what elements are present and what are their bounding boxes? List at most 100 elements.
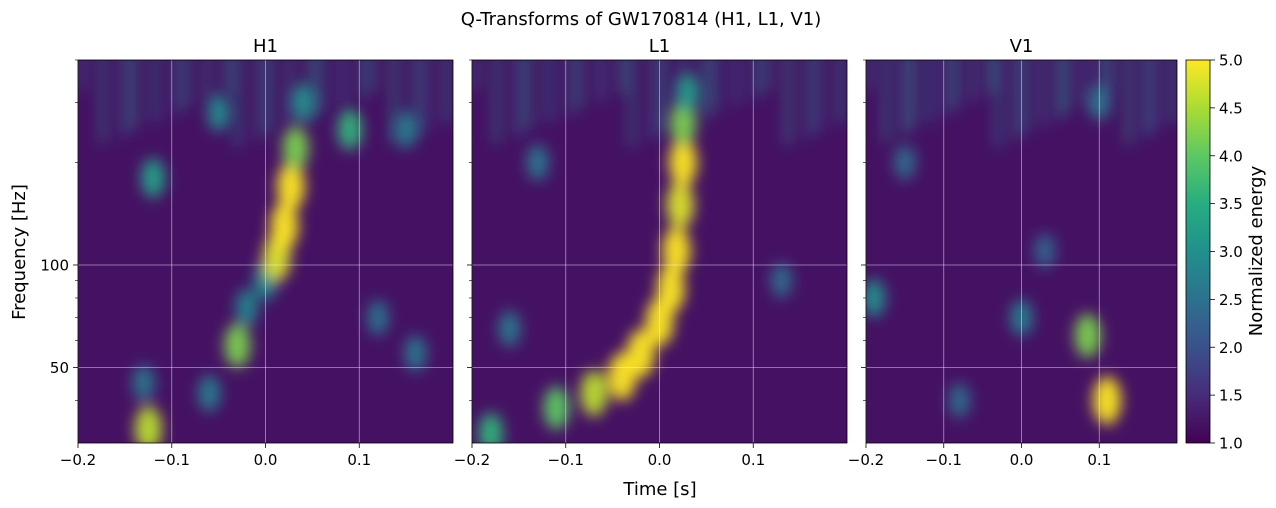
- noise-streak: [1040, 50, 1044, 126]
- noise-streak: [630, 50, 634, 147]
- noise-streak: [184, 50, 188, 108]
- y-tick-label: 100: [40, 256, 69, 274]
- x-tick-label: −0.2: [60, 451, 96, 469]
- energy-spot: [949, 383, 971, 418]
- noise-streak: [80, 50, 84, 90]
- noise-streak: [361, 50, 365, 98]
- noise-streak: [474, 50, 478, 90]
- x-tick-label: 0.0: [648, 451, 672, 469]
- noise-streak: [989, 50, 993, 94]
- noise-streak: [651, 50, 655, 140]
- noise-streak: [1170, 50, 1174, 123]
- x-tick-label: −0.2: [848, 451, 884, 469]
- noise-streak: [838, 50, 842, 123]
- noise-streak: [205, 50, 209, 101]
- noise-streak: [1022, 50, 1026, 133]
- x-tick-label: −0.1: [154, 451, 190, 469]
- panels: H1 −0.2 −0.1 0.0 0.1 50 100 L1 −0.2 −0.1 0.0 0.1 V1 −…: [40, 36, 1177, 469]
- energy-spot: [277, 163, 305, 211]
- x-tick-label: −0.1: [548, 451, 584, 469]
- panel-title: H1: [253, 36, 278, 57]
- x-tick-label: −0.1: [926, 451, 962, 469]
- noise-streak: [909, 50, 913, 129]
- noise-streak: [817, 50, 821, 130]
- noise-streak: [1108, 50, 1112, 91]
- energy-spot: [894, 145, 916, 180]
- energy-spot: [405, 335, 427, 371]
- x-axis-label: Time [s]: [622, 479, 696, 500]
- noise-streak: [444, 50, 448, 123]
- noise-streak: [101, 50, 105, 143]
- energy-spot: [395, 111, 417, 148]
- noise-streak: [226, 50, 230, 94]
- noise-streak: [661, 50, 665, 133]
- noise-streak: [340, 50, 344, 105]
- noise-streak: [516, 50, 520, 136]
- figure-suptitle: Q-Transforms of GW170814 (H1, L1, V1): [461, 9, 822, 30]
- energy-spot: [662, 227, 690, 275]
- colorbar-tick-label: 1.0: [1219, 435, 1243, 453]
- noise-streak: [495, 50, 499, 143]
- noise-streak: [713, 50, 717, 112]
- noise-streak: [755, 50, 759, 98]
- colorbar-label: Normalized energy: [1246, 165, 1267, 336]
- energy-spot: [236, 289, 259, 326]
- energy-spot: [771, 263, 793, 298]
- panel-title: L1: [649, 36, 670, 57]
- x-tick-label: −0.2: [454, 451, 490, 469]
- noise-streak: [257, 50, 261, 140]
- noise-streak: [132, 50, 136, 129]
- energy-spot: [367, 300, 389, 336]
- noise-streak: [786, 50, 790, 144]
- colorbar-tick-label: 1.5: [1219, 387, 1243, 405]
- noise-streak: [236, 50, 240, 147]
- noise-streak: [288, 50, 292, 126]
- noise-streak: [547, 50, 551, 122]
- noise-streak: [734, 50, 738, 105]
- noise-streak: [1145, 50, 1149, 137]
- colorbar-tick-label: 4.0: [1219, 147, 1243, 165]
- noise-streak: [765, 50, 769, 91]
- noise-streak: [1127, 50, 1131, 144]
- colorbar-ticks: 1.0 1.5 2.0 2.5 3.0 3.5 4.0 4.5 5.0: [1210, 52, 1243, 453]
- panel-h1: H1 −0.2 −0.1 0.0 0.1 50 100: [40, 36, 453, 469]
- noise-streak: [971, 50, 975, 101]
- energy-spot: [544, 387, 570, 430]
- colorbar-tick-label: 2.5: [1219, 291, 1243, 309]
- noise-streak: [902, 50, 906, 136]
- energy-spot: [1034, 234, 1055, 269]
- noise-streak: [526, 50, 530, 129]
- noise-streak: [866, 50, 870, 90]
- noise-streak: [1014, 50, 1018, 140]
- noise-streak: [599, 50, 603, 101]
- noise-streak: [122, 50, 126, 136]
- noise-streak: [578, 50, 582, 108]
- x-tick-label: 0.1: [1087, 451, 1111, 469]
- noise-streak: [1152, 50, 1156, 130]
- colorbar-tick-label: 4.5: [1219, 99, 1243, 117]
- energy-spot: [141, 158, 165, 198]
- noise-streak: [884, 50, 888, 143]
- noise-streak: [1083, 50, 1087, 105]
- x-tick-label: 0.1: [347, 451, 371, 469]
- noise-streak: [996, 50, 1000, 147]
- energy-spot: [1093, 376, 1121, 424]
- energy-spot: [479, 413, 504, 454]
- energy-spot: [499, 311, 521, 347]
- colorbar-tick-label: 5.0: [1219, 52, 1243, 70]
- noise-streak: [319, 50, 323, 112]
- y-tick-label: 50: [50, 359, 69, 377]
- y-axis-label: Frequency [Hz]: [9, 184, 30, 320]
- colorbar-ramp: [1186, 60, 1210, 443]
- noise-streak: [953, 50, 957, 108]
- noise-streak: [423, 50, 427, 130]
- noise-streak: [807, 50, 811, 137]
- noise-streak: [1065, 50, 1069, 112]
- panel-l1: L1 −0.2 −0.1 0.0 0.1: [454, 36, 847, 469]
- colorbar-tick-label: 2.0: [1219, 339, 1243, 357]
- energy-spot: [338, 109, 363, 150]
- x-tick-label: 0.0: [1010, 451, 1034, 469]
- energy-spot: [1075, 314, 1101, 358]
- panel-v1: V1 −0.2 −0.1 0.0 0.1: [848, 36, 1177, 469]
